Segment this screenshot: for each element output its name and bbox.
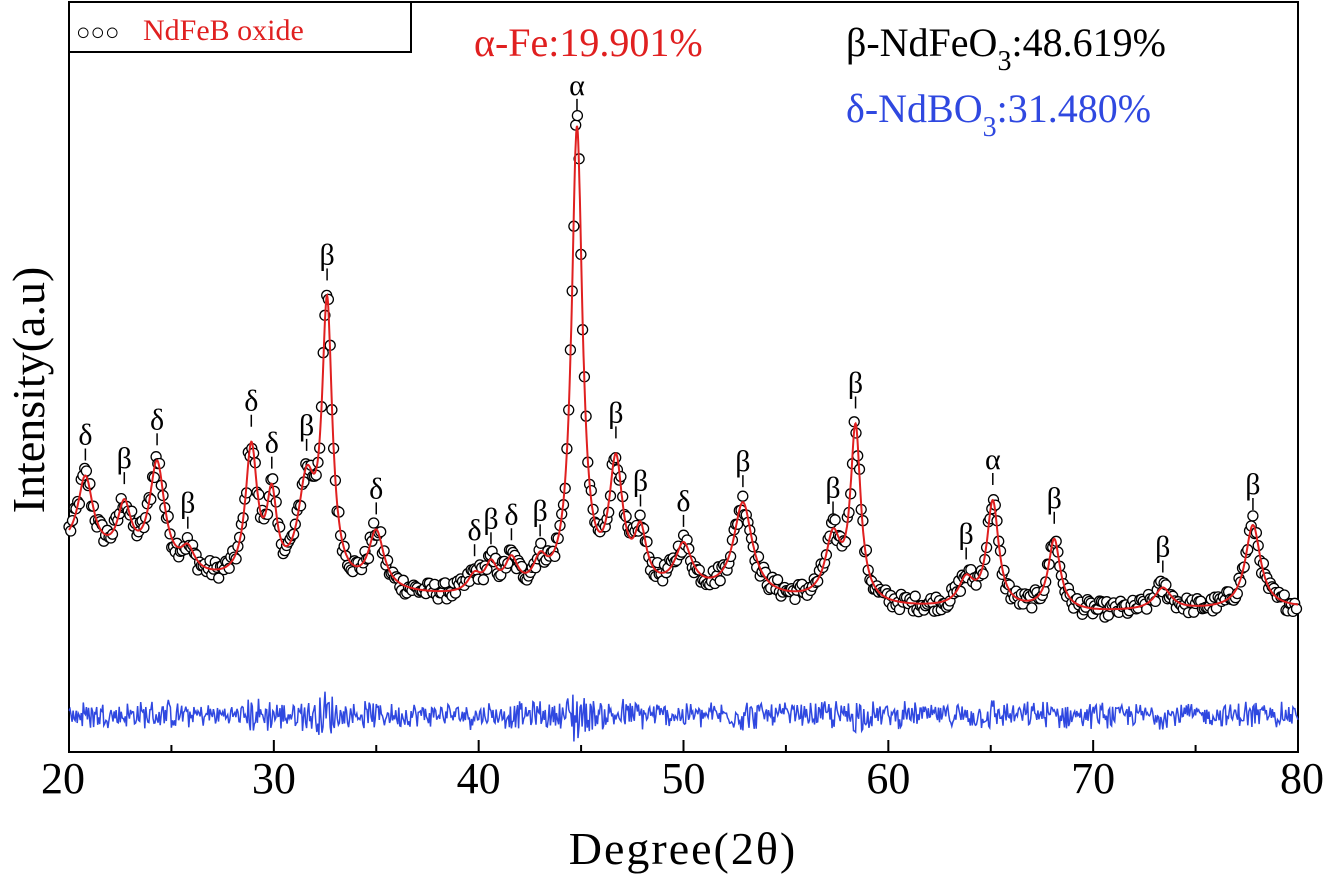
calculated-line [68, 125, 1298, 611]
legend-label: NdFeB oxide [143, 14, 304, 47]
peak-label: β [299, 409, 314, 442]
peak-label: β [483, 502, 498, 535]
observed-point [620, 510, 632, 523]
observed-point [909, 590, 921, 602]
observed-points [63, 109, 1303, 623]
phase-fractions: α-Fe:19.901% β-NdFeO3:48.619% δ-NdBO3:31… [474, 20, 1166, 143]
peak-label: β [180, 487, 195, 520]
peak-label: β [848, 366, 863, 399]
observed-point [535, 537, 547, 549]
observed-point [162, 510, 174, 522]
observed-point [829, 514, 841, 526]
phase-alpha-fe: α-Fe:19.901% [474, 20, 703, 65]
observed-point [693, 564, 705, 576]
phase-delta-ndbo3: δ-NdBO3:31.480% [846, 86, 1151, 143]
x-tick-label: 40 [457, 754, 501, 803]
legend: ○○○ NdFeB oxide [68, 1, 412, 53]
x-axis-ticks: 20 30 40 50 60 70 80 [41, 740, 1324, 803]
observed-point [1278, 589, 1290, 601]
observed-point [737, 490, 749, 502]
observed-point [1149, 595, 1162, 608]
peak-label: β [532, 494, 547, 527]
y-axis-title: Intensity(a.u) [3, 267, 54, 514]
peak-label: δ [369, 472, 383, 505]
observed-point [571, 109, 584, 122]
peak-label: β [1047, 482, 1062, 515]
peak-label: β [633, 464, 648, 497]
x-tick-label: 20 [41, 754, 85, 803]
peak-label: δ [244, 385, 258, 418]
peak-label: β [1155, 531, 1170, 564]
x-tick-label: 60 [866, 754, 910, 803]
observed-point [549, 550, 561, 563]
peak-label: β [825, 471, 840, 504]
observed-point [213, 572, 225, 584]
difference-line [68, 691, 1299, 742]
legend-box [68, 1, 412, 53]
peak-label: β [319, 238, 334, 271]
x-tick-label: 80 [1280, 754, 1324, 803]
peak-label: α [985, 443, 1001, 476]
peak-label: δ [504, 498, 518, 531]
peak-label: β [608, 396, 623, 429]
observed-point [634, 509, 646, 521]
peak-label: β [117, 442, 132, 475]
peak-label: δ [150, 403, 164, 436]
observed-point [477, 574, 490, 586]
x-tick-label: 30 [252, 754, 296, 803]
x-tick-label: 70 [1071, 754, 1115, 803]
peak-label: δ [78, 419, 92, 452]
peak-label: β [735, 445, 750, 478]
calculated-curve [68, 125, 1298, 611]
x-axis-title: Degree(2θ) [569, 823, 797, 874]
observed-point [1026, 602, 1038, 614]
peak-label: β [959, 517, 974, 550]
observed-point [80, 465, 93, 477]
x-tick-label: 50 [662, 754, 706, 803]
phase-beta-ndfeo3: β-NdFeO3:48.619% [846, 20, 1166, 77]
peak-label: β [1245, 468, 1260, 501]
observed-point [368, 517, 380, 529]
peak-label: α [569, 69, 585, 102]
observed-point [267, 473, 279, 485]
legend-marker: ○○○ [76, 20, 120, 46]
peak-label: δ [265, 427, 279, 460]
difference-curve [68, 691, 1299, 742]
peak-label: δ [467, 514, 481, 547]
peak-label: δ [676, 485, 690, 518]
observed-point [970, 579, 982, 591]
observed-point [771, 574, 784, 586]
observed-point [1247, 510, 1259, 522]
observed-point [714, 575, 726, 587]
observed-point [789, 593, 801, 606]
